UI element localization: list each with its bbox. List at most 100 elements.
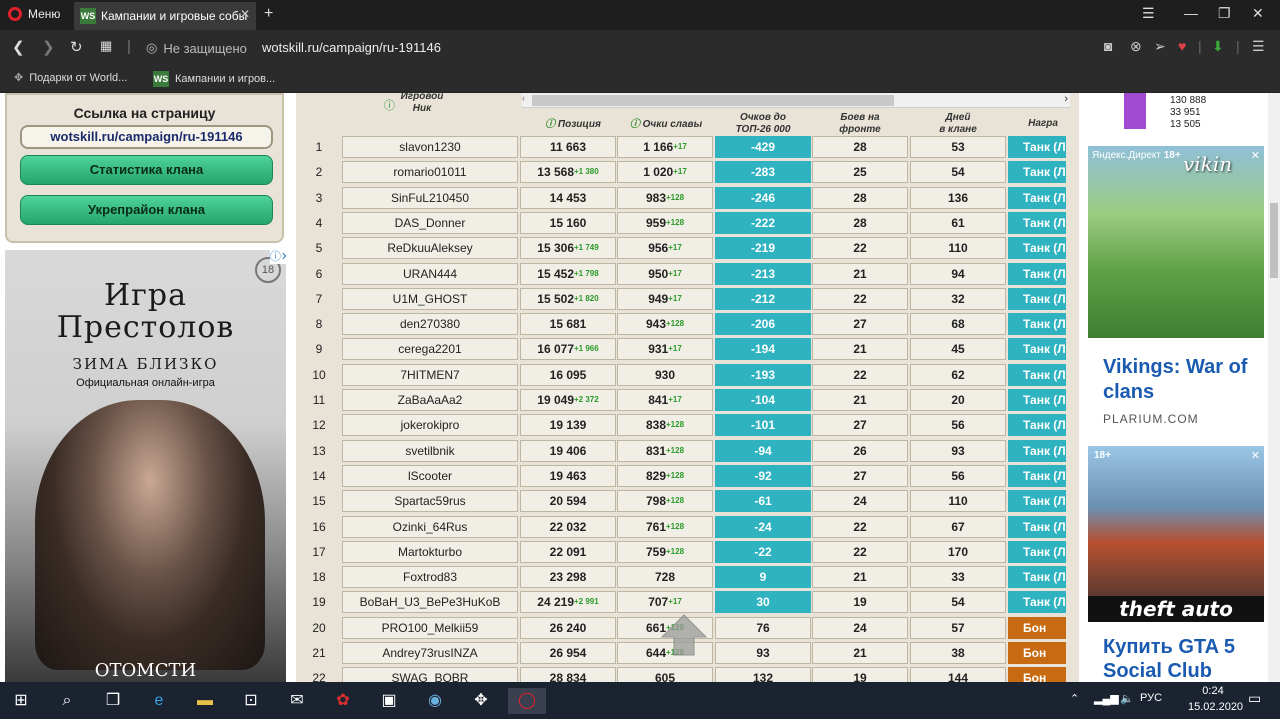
cell-nick[interactable]: den270380 [342,313,518,336]
download-icon[interactable]: ⬇ [1212,38,1224,54]
cell-award: Танк (Л [1008,161,1066,184]
glory-value: 949 [648,291,669,306]
maximize-icon[interactable]: ❐ [1218,5,1231,21]
scrollbar-thumb[interactable] [1270,203,1278,278]
security-indicator[interactable]: ◎ Не защищено [146,40,247,56]
cell-nick[interactable]: SWAG_BOBR [342,667,518,682]
bookmark-label: Кампании и игров... [175,73,276,85]
cell-nick[interactable]: 7HITMEN7 [342,363,518,386]
scroll-left-icon[interactable]: ‹ [522,93,525,103]
page-link-field[interactable]: wotskill.ru/campaign/ru-191146 [20,125,273,149]
gta-ad-title[interactable]: Купить GTA 5 Social Club [1103,636,1236,682]
tab-menu-icon[interactable]: ☰ [1142,5,1155,21]
cell-nick[interactable]: Foxtrod83 [342,566,518,589]
chevron-up-icon[interactable]: ⌃ [1070,693,1080,705]
start-icon[interactable]: ⊞ [14,692,28,709]
vikings-ad-title[interactable]: Vikings: War of clans [1103,356,1248,403]
cell-award: Танк (Л [1008,211,1066,234]
wot-icon[interactable]: ✥ [474,692,488,709]
clock-time[interactable]: 0:24 [1202,685,1224,697]
url-field[interactable]: wotskill.ru/campaign/ru-191146 [262,40,441,55]
search-icon[interactable]: ⌕ [62,692,72,709]
ad-close-icon[interactable]: ⓘ✕ [270,250,286,264]
app-icon[interactable]: ▣ [381,692,397,709]
cell-battles: 22 [812,237,908,260]
cell-nick[interactable]: cerega2201 [342,338,518,361]
file-explorer-icon[interactable]: ▬ [197,692,213,709]
task-view-icon[interactable]: ❒ [105,692,121,709]
close-window-icon[interactable]: ✕ [1252,5,1264,21]
app-icon[interactable]: ◉ [428,692,442,709]
ad-close-icon[interactable]: ✕ [1250,150,1260,162]
clock-date[interactable]: 15.02.2020 [1188,701,1244,713]
minimize-icon[interactable]: — [1184,5,1198,21]
row-number: 9 [315,342,323,357]
language-indicator[interactable]: РУС [1140,692,1163,704]
cell-nick[interactable]: BoBaH_U3_BePe3HuKoB [342,591,518,614]
store-icon[interactable]: ⊡ [244,692,258,709]
vertical-scrollbar[interactable] [1268,93,1280,682]
header-position[interactable]: ⓘ Позиция [538,119,608,131]
scrollbar-thumb[interactable] [532,95,894,106]
top-value: -283 [750,165,776,180]
cell-nick[interactable]: Ozinki_64Rus [342,515,518,538]
easy-setup-icon[interactable]: ☰ [1252,38,1265,54]
header-glory[interactable]: ⓘ Очки славы [626,119,706,131]
network-icon[interactable]: ▂▄▆ [1094,693,1119,705]
scroll-to-top-icon[interactable] [660,613,708,657]
cell-nick[interactable]: ReDkuuAleksey [342,237,518,260]
forward-icon[interactable]: ❯ [42,39,55,56]
stat-value: 13 505 [1170,119,1201,130]
position-delta: +1 749 [574,243,599,253]
bookmark-item[interactable]: ✥ Подарки от World... [14,71,127,85]
bookmark-item[interactable]: WS Кампании и игров... [153,71,275,87]
got-advert[interactable]: Игра Престолов ЗИМА БЛИЗКО Официальная о… [5,250,286,682]
header-battles[interactable]: Боев на фронте [839,112,881,135]
gta-ad-image[interactable]: 18+ theft auto ✕ [1088,446,1264,622]
header-award[interactable]: Награ [1028,118,1058,129]
opera-menu-button[interactable]: Меню [8,7,60,21]
volume-icon[interactable]: 🔈 [1120,693,1134,705]
close-icon[interactable]: ✕ [239,7,250,21]
cell-nick[interactable]: lScooter [342,464,518,487]
vikings-ad-image[interactable]: Яндекс.Директ 18+ vikin ✕ [1088,146,1264,338]
clan-fortress-button[interactable]: Укрепрайон клана [20,195,273,225]
notifications-icon[interactable]: ▭ [1248,690,1262,706]
cell-nick[interactable]: PRO100_Melkii59 [342,616,518,639]
cell-nick[interactable]: Andrey73rusINZA [342,642,518,664]
send-icon[interactable]: ➢ [1154,38,1166,54]
tab-campaign[interactable]: WS Кампании и игровые собы ✕ [74,2,256,30]
scroll-right-icon[interactable]: › [1064,93,1068,105]
info-icon[interactable]: ⓘ [384,100,395,112]
glory-value: 1 020 [643,165,674,180]
tabs-grid-icon[interactable]: ▦ [100,38,113,53]
huawei-icon[interactable]: ✿ [336,692,350,709]
cell-nick[interactable]: URAN444 [342,262,518,285]
cell-nick[interactable]: DAS_Donner [342,211,518,234]
camera-icon[interactable]: ◙ [1104,38,1113,54]
cell-nick[interactable]: romario01011 [342,161,518,184]
cell-nick[interactable]: SinFuL210450 [342,186,518,209]
horizontal-scrollbar[interactable]: ‹ › [522,93,1070,108]
block-icon[interactable]: ⊗ [1130,38,1142,54]
new-tab-button[interactable]: + [264,5,274,22]
reload-icon[interactable]: ↻ [70,39,83,56]
back-icon[interactable]: ❮ [12,39,25,56]
cell-nick[interactable]: svetilbnik [342,439,518,462]
clan-stats-button[interactable]: Статистика клана [20,155,273,185]
cell-nick[interactable]: jokerokipro [342,414,518,437]
cell-nick[interactable]: Martokturbo [342,540,518,563]
mail-icon[interactable]: ✉ [290,692,304,709]
ad-close-icon[interactable]: ✕ [1250,450,1260,462]
cell-nick[interactable]: ZaBaAaAa2 [342,389,518,411]
cell-nick[interactable]: U1M_GHOST [342,287,518,310]
opera-taskbar-icon[interactable]: ◯ [508,688,546,714]
clan-link-panel: Ссылка на страницу wotskill.ru/campaign/… [5,93,284,243]
header-days[interactable]: Дней в клане [939,112,977,135]
cell-nick[interactable]: slavon1230 [342,136,518,158]
vikings-ad-site[interactable]: PLARIUM.COM [1103,412,1199,426]
header-to-top[interactable]: Очков до ТОП-26 000 [735,112,791,135]
heart-icon[interactable]: ♥ [1178,38,1187,54]
cell-nick[interactable]: Spartac59rus [342,490,518,513]
edge-icon[interactable]: e [154,692,164,709]
